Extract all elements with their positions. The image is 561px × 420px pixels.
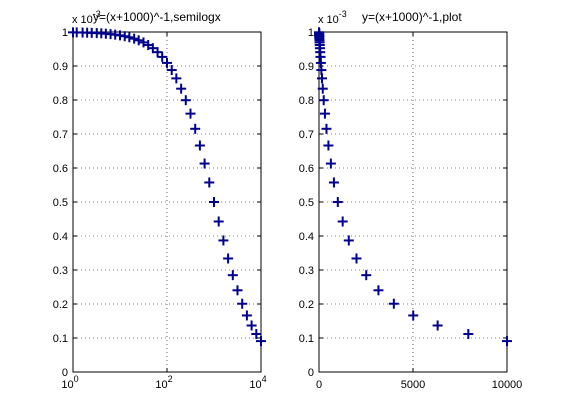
data-point: [176, 83, 187, 94]
y-axis-multiplier-base: x 10: [72, 14, 93, 26]
y-tick-label: 1: [62, 27, 68, 39]
x-tick-label: 102: [155, 374, 172, 391]
data-point: [190, 123, 201, 134]
x-tick-label-exponent: 2: [168, 374, 173, 384]
y-tick-label: 0.8: [53, 95, 68, 107]
data-point: [124, 32, 135, 43]
data-point: [157, 51, 168, 62]
data-point: [432, 320, 443, 331]
data-point: [199, 158, 210, 169]
data-point: [323, 140, 334, 151]
y-tick-label: 0: [62, 367, 68, 379]
y-axis-multiplier: x 10-3: [318, 9, 347, 26]
data-point: [129, 33, 140, 44]
data-point: [171, 73, 182, 84]
y-tick-label: 0.9: [53, 61, 68, 73]
y-tick-label: 0.1: [299, 333, 314, 345]
data-point: [251, 328, 262, 339]
data-point: [194, 140, 205, 151]
y-axis-multiplier: x 10-3: [72, 9, 101, 26]
data-point: [373, 285, 384, 296]
data-point: [361, 270, 372, 281]
data-point: [237, 298, 248, 309]
y-tick-label: 0.4: [53, 231, 68, 243]
data-point: [388, 298, 399, 309]
right-axes-linear: 0 0.1 0.2 0.3 0.4 0.5 0.6 0.7 0.8 0.9 1 0 5000 10000 x…: [299, 9, 523, 391]
data-point: [241, 310, 252, 321]
data-point: [502, 336, 512, 347]
chart-title: y=(x+1000)^-1,semilogx: [93, 10, 221, 24]
data-point: [246, 320, 257, 331]
data-point: [218, 235, 229, 246]
data-point: [408, 310, 419, 321]
y-tick-label: 0.4: [299, 231, 314, 243]
data-point: [209, 197, 219, 207]
data-point: [463, 328, 474, 339]
data-point: [227, 270, 238, 281]
y-tick-label: 0.6: [299, 163, 314, 175]
y-tick-label: 0.9: [299, 61, 314, 73]
y-tick-label: 0.8: [299, 95, 314, 107]
data-point: [319, 108, 330, 119]
data-point: [337, 216, 348, 227]
y-tick-label: 1: [308, 27, 314, 39]
x-tick-label: 0: [316, 379, 322, 391]
y-tick-label: 0.7: [53, 129, 68, 141]
y-tick-label: 0.5: [53, 197, 68, 209]
y-axis-multiplier-exponent: -3: [93, 9, 101, 19]
data-point: [213, 216, 224, 227]
y-axis-multiplier-exponent: -3: [339, 9, 347, 19]
data-point: [162, 57, 172, 68]
data-point: [325, 158, 336, 169]
data-point: [180, 95, 191, 106]
y-tick-label: 0.7: [299, 129, 314, 141]
y-tick-label: 0.1: [53, 333, 68, 345]
y-axis-multiplier-base: x 10: [318, 14, 339, 26]
data-point: [223, 253, 234, 264]
data-point: [316, 73, 327, 84]
data-point: [147, 43, 158, 54]
x-tick-label-base: 10: [249, 379, 261, 391]
data-point: [343, 235, 354, 246]
data-point: [328, 177, 339, 188]
x-tick-label: 5000: [401, 379, 425, 391]
chart-title: y=(x+1000)^-1,plot: [362, 10, 462, 24]
x-tick-label-exponent: 0: [74, 374, 79, 384]
data-point: [316, 65, 327, 76]
y-tick-label: 0: [308, 367, 314, 379]
y-tick-label: 0.2: [299, 299, 314, 311]
x-tick-label-base: 10: [61, 379, 73, 391]
x-tick-label: 100: [61, 374, 78, 391]
data-point: [166, 65, 177, 76]
y-tick-label: 0.3: [299, 265, 314, 277]
data-point: [232, 285, 243, 296]
y-tick-label: 0.5: [299, 197, 314, 209]
y-tick-label: 0.6: [53, 163, 68, 175]
x-tick-label-exponent: 4: [262, 374, 267, 384]
y-tick-label: 0.3: [53, 265, 68, 277]
y-tick-label: 0.2: [53, 299, 68, 311]
data-point: [204, 177, 215, 188]
data-point: [351, 253, 362, 264]
x-tick-label: 10000: [492, 379, 523, 391]
data-point: [119, 31, 130, 42]
x-tick-label: 104: [249, 374, 266, 391]
data-point: [152, 47, 163, 58]
data-point: [332, 197, 343, 207]
data-point: [185, 108, 196, 119]
data-point: [317, 83, 328, 94]
data-point: [256, 336, 266, 347]
x-tick-label-base: 10: [155, 379, 167, 391]
data-point: [318, 95, 329, 106]
data-point: [321, 123, 332, 134]
